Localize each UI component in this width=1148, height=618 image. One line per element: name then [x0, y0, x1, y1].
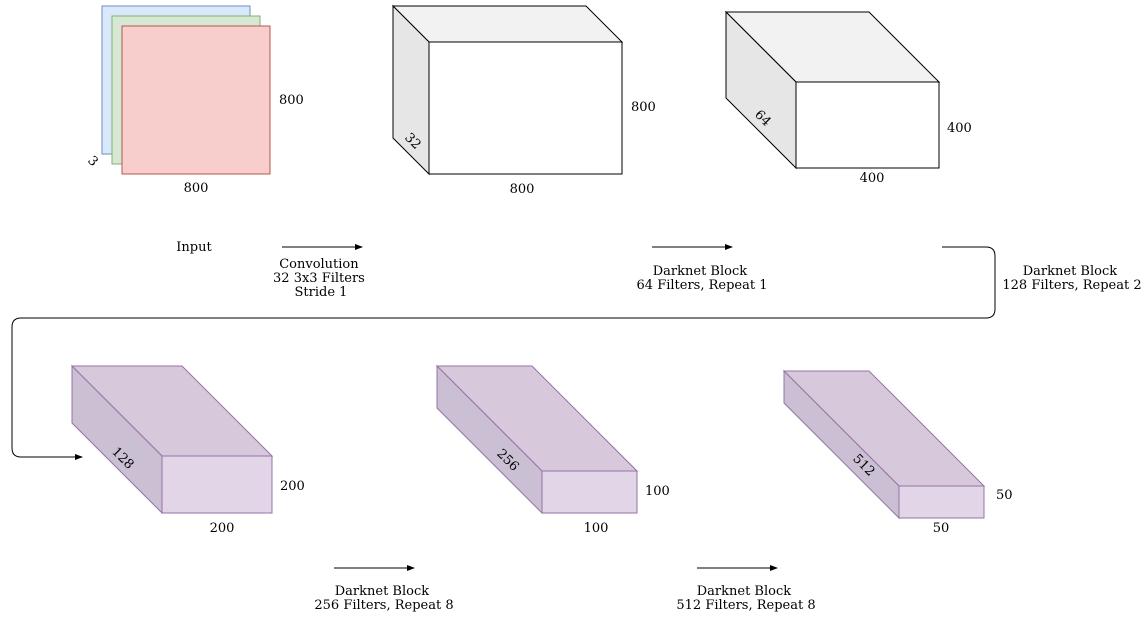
transition-block1-line1: Darknet Block — [653, 264, 748, 279]
input-channels-label: 3 — [84, 153, 100, 169]
block1-front-face — [795, 81, 940, 169]
block3-width-label: 100 — [584, 521, 609, 536]
block2-output-box — [70, 364, 274, 515]
arrow-block2-connector — [11, 246, 996, 460]
block1-width-label: 400 — [860, 171, 885, 186]
conv1-height-label: 800 — [631, 100, 656, 115]
transition-conv-label: Convolution 32 3x3 Filters Stride 1 — [273, 257, 369, 300]
transition-block2-line1: Darknet Block — [1023, 264, 1118, 279]
block1-output-box — [724, 10, 941, 170]
transition-conv-line2: 32 3x3 Filters — [273, 271, 365, 286]
transition-conv-line3: Stride 1 — [295, 285, 348, 300]
transition-conv-line1: Convolution — [279, 257, 359, 272]
block4-height-label: 50 — [996, 488, 1013, 503]
transition-block2-label: Darknet Block 128 Filters, Repeat 2 — [1002, 264, 1141, 293]
block3-output-box — [435, 364, 639, 515]
input-height-label: 800 — [279, 93, 304, 108]
input-channel-red — [121, 25, 271, 175]
block4-width-label: 50 — [933, 521, 950, 536]
transition-block1-line2: 64 Filters, Repeat 1 — [637, 278, 768, 293]
transition-block2-line2: 128 Filters, Repeat 2 — [1002, 278, 1141, 293]
transition-block4-label: Darknet Block 512 Filters, Repeat 8 — [676, 584, 815, 613]
block2-front-face — [161, 455, 273, 514]
conv1-front-face — [428, 41, 623, 175]
block3-front-face — [541, 470, 638, 514]
input-stack — [101, 5, 271, 175]
block4-front-face — [898, 485, 985, 519]
input-width-label: 800 — [184, 181, 209, 196]
input-name-label: Input — [176, 240, 212, 255]
conv1-output-box — [391, 4, 624, 176]
block1-height-label: 400 — [947, 121, 972, 136]
transition-block3-line1: Darknet Block — [335, 584, 430, 599]
block3-height-label: 100 — [645, 484, 670, 499]
block2-height-label: 200 — [280, 479, 305, 494]
conv1-top-face — [391, 5, 624, 43]
transition-block4-line1: Darknet Block — [697, 584, 792, 599]
block2-width-label: 200 — [210, 521, 235, 536]
conv1-width-label: 800 — [510, 182, 535, 197]
transition-block1-label: Darknet Block 64 Filters, Repeat 1 — [637, 264, 768, 293]
transition-block3-line2: 256 Filters, Repeat 8 — [314, 598, 453, 613]
block4-output-box — [782, 369, 986, 520]
transition-block4-line2: 512 Filters, Repeat 8 — [676, 598, 815, 613]
transition-block3-label: Darknet Block 256 Filters, Repeat 8 — [314, 584, 453, 613]
